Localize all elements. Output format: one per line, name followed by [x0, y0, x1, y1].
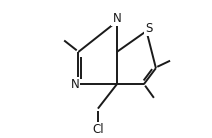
Text: Cl: Cl — [92, 123, 104, 136]
Text: N: N — [71, 78, 79, 91]
Text: S: S — [145, 22, 153, 35]
Text: N: N — [112, 12, 121, 25]
